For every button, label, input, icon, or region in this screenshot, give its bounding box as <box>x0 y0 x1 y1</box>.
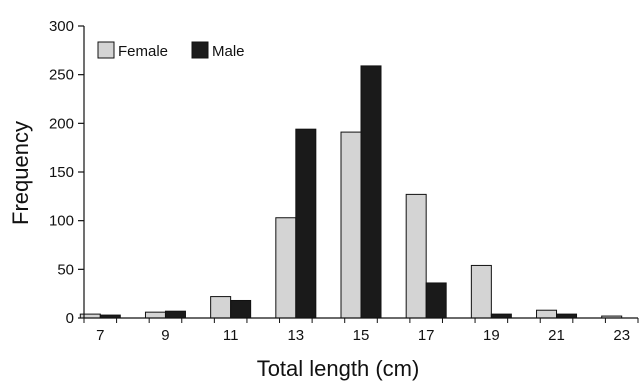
x-tick-label-9: 9 <box>161 327 169 344</box>
bar-female-9 <box>144 311 166 319</box>
x-tick-label-19: 19 <box>483 327 500 344</box>
y-axis-title: Frequency <box>8 121 33 225</box>
y-tick-label-100: 100 <box>49 213 74 230</box>
y-tick-label-200: 200 <box>49 115 74 132</box>
x-axis-title: Total length (cm) <box>257 356 420 381</box>
x-tick-label-11: 11 <box>223 327 239 344</box>
bar-female-11 <box>210 296 232 319</box>
x-tick-label-13: 13 <box>287 327 304 344</box>
bar-female-21 <box>536 309 558 319</box>
legend: Female Male <box>97 41 245 60</box>
axes: 0 50 100 150 200 250 300 7 9 11 13 15 17 19 21 23 <box>49 18 639 344</box>
x-tick-label-15: 15 <box>353 327 370 344</box>
plot-area <box>79 65 623 319</box>
y-tick-label-300: 300 <box>49 18 74 35</box>
legend-swatch-male <box>191 41 209 59</box>
x-tick-label-23: 23 <box>613 327 630 344</box>
legend-swatch-female <box>97 41 115 59</box>
bar-male-17 <box>425 282 447 319</box>
x-tick-label-21: 21 <box>548 327 565 344</box>
y-tick-label-50: 50 <box>57 261 74 278</box>
y-tick-label-150: 150 <box>49 164 74 181</box>
bar-male-9 <box>164 310 186 319</box>
bar-female-19 <box>470 264 492 319</box>
y-tick-label-0: 0 <box>66 310 74 327</box>
bar-male-15 <box>360 65 382 319</box>
bar-male-13 <box>295 128 317 319</box>
bar-male-11 <box>230 299 252 319</box>
bar-female-13 <box>275 217 297 319</box>
x-tick-label-7: 7 <box>96 327 104 344</box>
legend-label-male: Male <box>212 43 245 60</box>
bar-female-17 <box>405 193 427 319</box>
y-tick-label-250: 250 <box>49 67 74 84</box>
x-tick-label-17: 17 <box>418 327 435 344</box>
legend-label-female: Female <box>118 43 168 60</box>
bar-female-15 <box>340 131 362 319</box>
